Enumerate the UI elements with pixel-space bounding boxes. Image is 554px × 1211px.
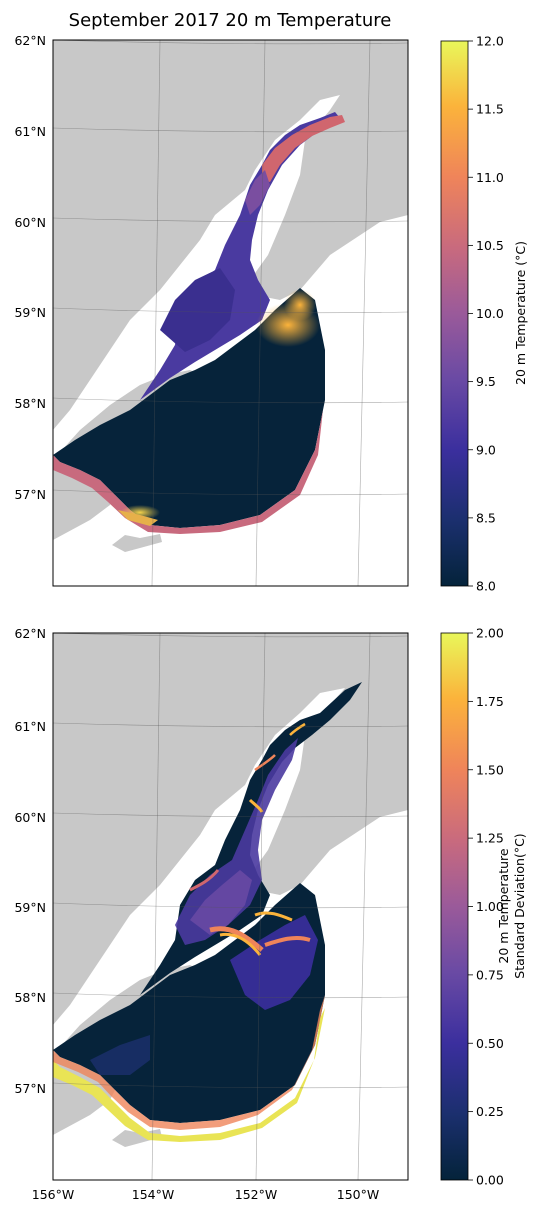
- colorbar-tick-label: 0.50: [476, 1036, 504, 1051]
- temperature-field: [53, 112, 345, 534]
- colorbar-std-deviation: 2.00 1.75 1.50 1.25 1.00 0.75 0.50 0.25 0.00 20 …: [440, 626, 527, 1188]
- colorbar-label-line: 20 m Temperature: [496, 848, 511, 964]
- y-tick-labels: 62°N 61°N 60°N 59°N 58°N 57°N: [14, 33, 46, 502]
- x-tick-labels: 156°W 154°W 152°W 150°W: [32, 1187, 379, 1202]
- x-tick-label: 154°W: [132, 1187, 174, 1202]
- y-tick-label: 59°N: [14, 305, 46, 320]
- y-tick-label: 60°N: [14, 810, 46, 825]
- y-tick-label: 59°N: [14, 900, 46, 915]
- colorbar-tick-label: 1.50: [476, 762, 504, 777]
- y-tick-label: 61°N: [14, 719, 46, 734]
- colorbar-tick-label: 0.75: [476, 967, 504, 982]
- colorbar-tick-label: 9.0: [476, 442, 496, 457]
- y-tick-label: 58°N: [14, 396, 46, 411]
- colorbar-tick-label: 2.00: [476, 626, 504, 641]
- map-panel-std-deviation: 62°N 61°N 60°N 59°N 58°N 57°N 156°W 154°…: [14, 626, 527, 1203]
- land-mass: [53, 40, 408, 430]
- colorbar-tick-label: 8.5: [476, 510, 496, 525]
- colorbar-tick-label: 8.0: [476, 579, 496, 594]
- colorbar-tick-label: 12.0: [476, 34, 504, 49]
- y-tick-labels: 62°N 61°N 60°N 59°N 58°N 57°N: [14, 626, 46, 1096]
- colorbar-tick-label: 1.25: [476, 831, 504, 846]
- colorbar-gradient: [440, 40, 469, 587]
- colorbar-label-line: Standard Deviation(°C): [512, 833, 527, 978]
- graticule: [53, 40, 408, 586]
- std-deviation-field: [53, 682, 362, 1142]
- graticule: [53, 633, 408, 1180]
- colorbar-temperature: 12.0 11.5 11.0 10.5 10.0 9.5 9.0 8.5 8.0 20 m Te…: [440, 34, 528, 594]
- colorbar-tick-label: 10.5: [476, 238, 504, 253]
- colorbar-tick-label: 0.25: [476, 1104, 504, 1119]
- y-tick-label: 57°N: [14, 1081, 46, 1096]
- map-frame: [52, 39, 409, 587]
- x-tick-label: 150°W: [337, 1187, 379, 1202]
- land-mass: [53, 633, 408, 1025]
- colorbar-label: 20 m Temperature: [496, 848, 511, 964]
- map-frame: [52, 632, 409, 1181]
- colorbar-gradient: [440, 632, 469, 1181]
- colorbar-tick-label: 11.5: [476, 102, 504, 117]
- colorbar-tick-label: 1.75: [476, 694, 504, 709]
- colorbar-tick-label: 9.5: [476, 374, 496, 389]
- colorbar-tick-label: 0.00: [476, 1173, 504, 1188]
- y-tick-label: 60°N: [14, 215, 46, 230]
- x-tick-label: 156°W: [32, 1187, 74, 1202]
- colorbar-tick-label: 10.0: [476, 306, 504, 321]
- map-panel-temperature: 62°N 61°N 60°N 59°N 58°N 57°N 12.0 11.5 11…: [14, 33, 528, 594]
- colorbar-tick-label: 11.0: [476, 170, 504, 185]
- y-tick-label: 62°N: [14, 626, 46, 641]
- x-tick-label: 152°W: [235, 1187, 277, 1202]
- colorbar-label: 20 m Temperature (°C): [513, 241, 528, 385]
- y-tick-label: 57°N: [14, 487, 46, 502]
- y-tick-label: 61°N: [14, 124, 46, 139]
- colorbar-tick-label: 1.00: [476, 899, 504, 914]
- colorbar-label: Standard Deviation(°C): [512, 833, 527, 978]
- y-tick-label: 58°N: [14, 990, 46, 1005]
- chart-title: September 2017 20 m Temperature: [69, 10, 392, 31]
- y-tick-label: 62°N: [14, 33, 46, 48]
- island-small: [112, 534, 162, 552]
